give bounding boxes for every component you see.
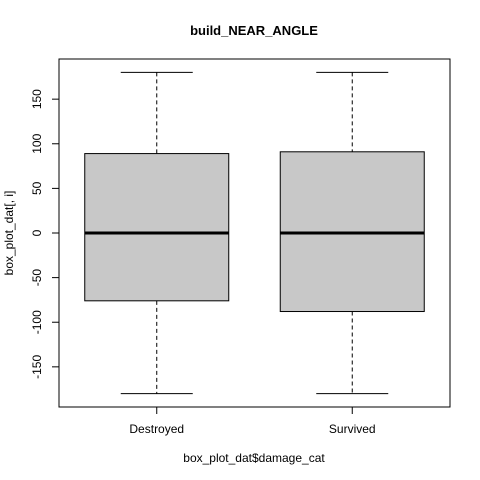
x-tick-label: Destroyed xyxy=(129,422,184,436)
box-survived xyxy=(279,71,425,395)
y-tick-label: 100 xyxy=(30,133,44,153)
box-destroyed xyxy=(84,71,230,395)
y-tick-label: -150 xyxy=(30,355,44,379)
boxes-group xyxy=(84,71,425,395)
x-axis: Destroyed Survived xyxy=(129,406,376,436)
y-axis-label: box_plot_dat[, i] xyxy=(2,191,16,276)
x-tick-label: Survived xyxy=(329,422,376,436)
y-tick-label: 150 xyxy=(30,89,44,109)
y-tick-label: -50 xyxy=(30,269,44,287)
x-axis-label: box_plot_dat$damage_cat xyxy=(183,451,325,465)
y-axis: -150 -100 -50 0 50 100 150 xyxy=(30,89,60,379)
y-tick-label: 50 xyxy=(30,181,44,195)
iqr-box xyxy=(84,153,230,302)
y-tick-label: -100 xyxy=(30,310,44,334)
chart-title: build_NEAR_ANGLE xyxy=(190,23,318,38)
y-tick-label: 0 xyxy=(30,229,44,236)
